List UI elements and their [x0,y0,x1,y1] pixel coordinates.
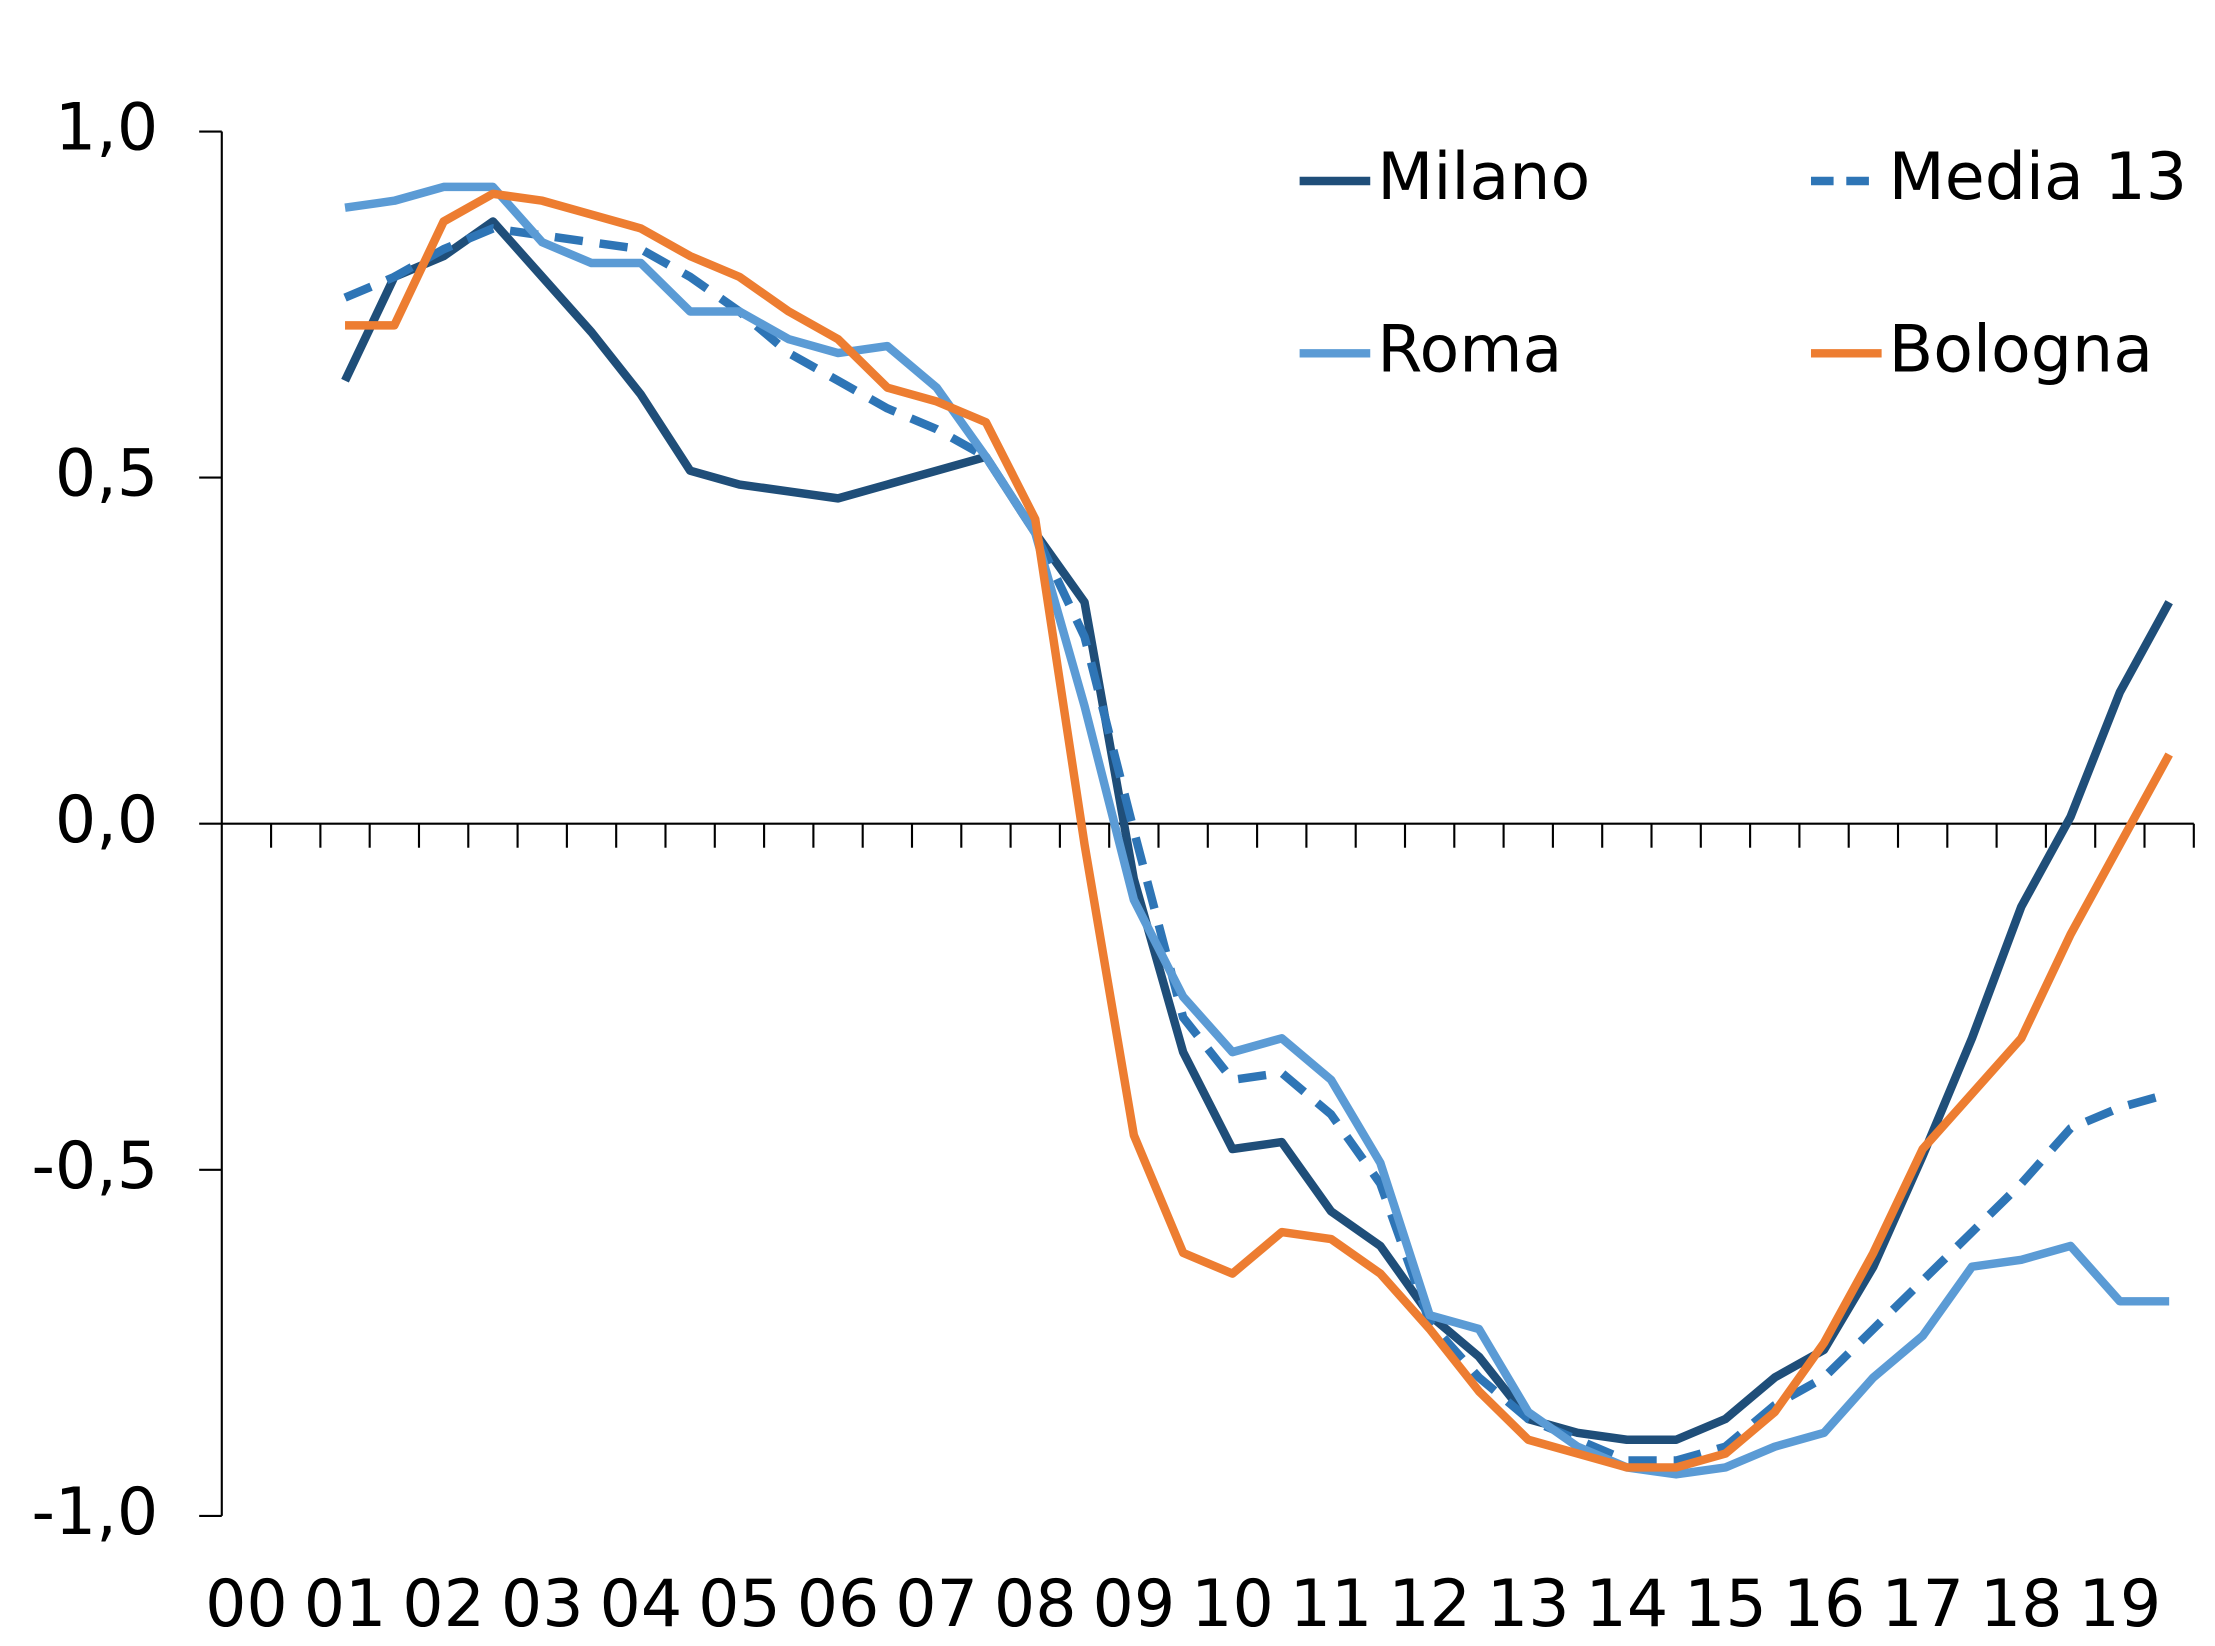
y-tick-label: 1,0 [55,91,158,166]
y-tick-label: -1,0 [31,1475,158,1550]
x-tick-label: 04 [600,1567,683,1642]
x-tick-label: 05 [698,1567,781,1642]
x-tick-label: 18 [1980,1567,2063,1642]
x-tick-label: 13 [1487,1567,1570,1642]
series-line [343,224,2171,1465]
series-line [341,217,2173,1444]
x-tick-label: 01 [304,1567,387,1642]
x-tick-label: 14 [1586,1567,1669,1642]
x-tick-label: 17 [1881,1567,1964,1642]
x-tick-label: 09 [1093,1567,1176,1642]
x-tick-label: 08 [994,1567,1077,1642]
x-tick-label: 03 [501,1567,584,1642]
y-tick-label: -0,5 [31,1129,158,1204]
y-tick-label: 0,0 [55,783,158,858]
legend-label: Bologna [1889,312,2153,387]
x-tick-label: 12 [1388,1567,1471,1642]
y-tick-label: 0,5 [55,437,158,512]
x-tick-label: 19 [2079,1567,2162,1642]
x-tick-label: 10 [1191,1567,1274,1642]
x-tick-label: 15 [1684,1567,1767,1642]
x-tick-label: 07 [895,1567,978,1642]
x-tick-label: 06 [797,1567,880,1642]
legend-label: Roma [1377,312,1562,387]
legend-label: Milano [1377,140,1590,215]
legend-label: Media 13 [1889,140,2187,215]
x-tick-label: 16 [1783,1567,1866,1642]
series-line [344,182,2170,1479]
x-tick-label: 02 [402,1567,485,1642]
x-tick-label: 00 [205,1567,288,1642]
x-tick-label: 11 [1290,1567,1373,1642]
series-line [345,189,2173,1472]
